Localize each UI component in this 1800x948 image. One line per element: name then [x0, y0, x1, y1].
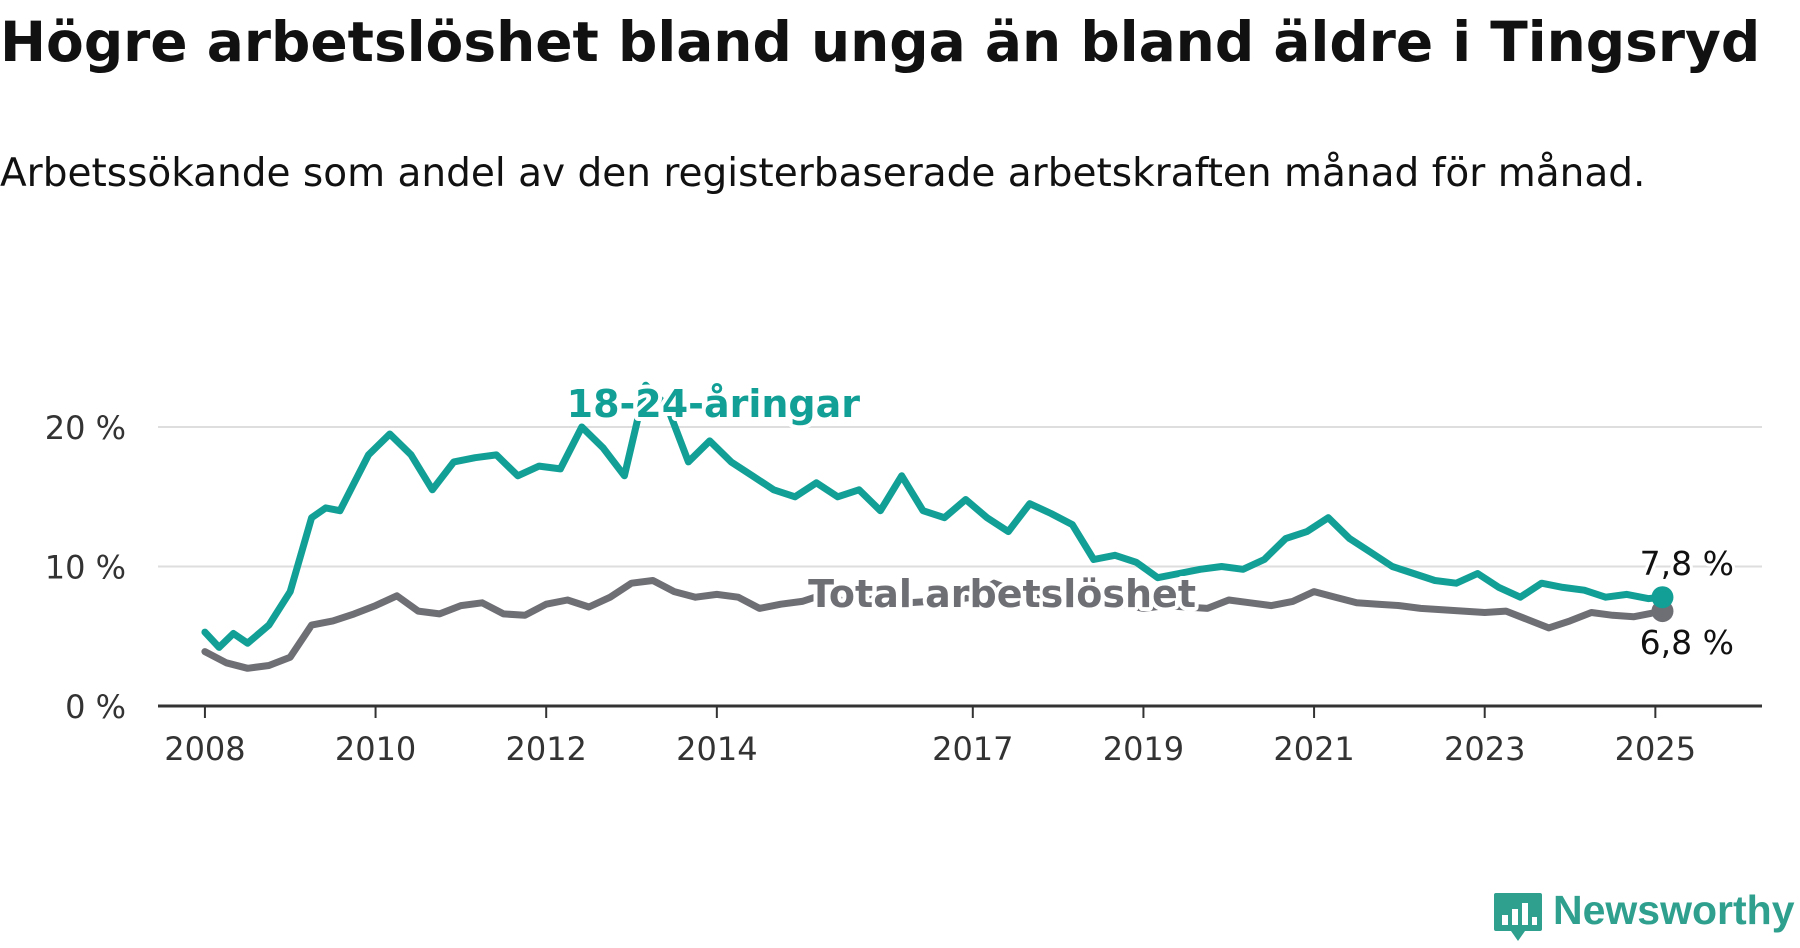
x-tick-label: 2025 — [1615, 730, 1696, 768]
x-tick-label: 2008 — [164, 730, 245, 768]
x-tick-label: 2012 — [505, 730, 586, 768]
series-lines — [201, 381, 1674, 672]
end-point-18-24 — [1651, 586, 1674, 609]
y-tick-label: 0 % — [65, 688, 126, 726]
y-axis-tick-labels: 0 % 10 % 20 % — [45, 409, 126, 726]
x-tick-label: 2019 — [1103, 730, 1184, 768]
end-value-label-18-24: 7,8 % — [1640, 544, 1734, 583]
series-label-18-24: 18-24-åringar — [567, 382, 861, 426]
end-value-label-total: 6,8 % — [1640, 623, 1734, 662]
gridlines — [158, 426, 1762, 708]
series-line-18-24 — [201, 381, 1666, 651]
series-line-total — [201, 577, 1666, 672]
series-label-total: Total arbetslöshet — [808, 572, 1196, 616]
x-tick-label: 2010 — [335, 730, 416, 768]
y-tick-label: 20 % — [45, 409, 126, 447]
chart-subtitle: Arbetssökande som andel av den registerb… — [0, 151, 1646, 196]
bar-chart-speech-bubble-icon — [1494, 893, 1542, 941]
x-tick-label: 2021 — [1273, 730, 1354, 768]
brand-name: Newsworthy — [1553, 887, 1795, 933]
newsworthy-logo: Newsworthy — [1493, 882, 1795, 944]
series-labels: 18-24-åringar Total arbetslöshet 7,8 % 6,8 … — [563, 378, 1737, 665]
x-tick-label: 2023 — [1444, 730, 1525, 768]
chart-title: Högre arbetslöshet bland unga än bland ä… — [0, 10, 1761, 74]
x-tick-label: 2017 — [932, 730, 1013, 768]
y-tick-label: 10 % — [45, 549, 126, 587]
x-tick-label: 2014 — [676, 730, 757, 768]
x-axis-tick-labels: 2008 2010 2012 2014 2017 2019 2021 2023 2025 — [164, 706, 1696, 768]
